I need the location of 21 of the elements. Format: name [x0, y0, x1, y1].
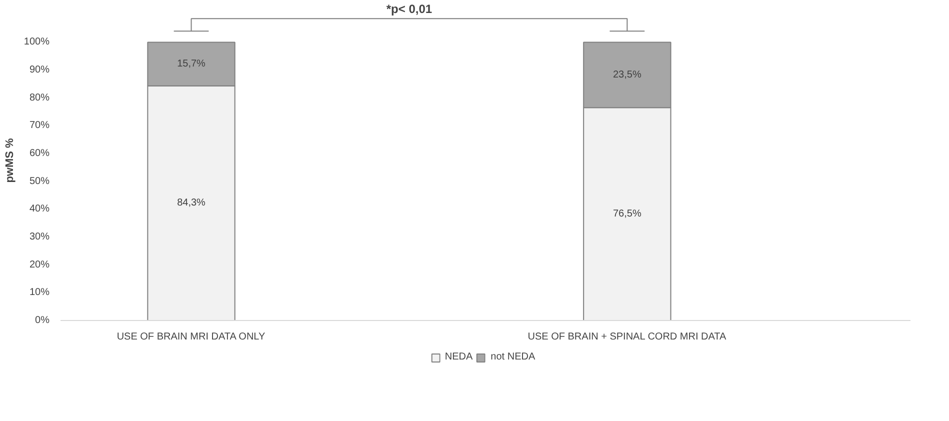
legend-label: NEDA — [444, 352, 473, 362]
data-label: 84,3% — [177, 198, 206, 209]
x-tick-label: USE OF BRAIN + SPINAL CORD MRI DATA — [528, 332, 727, 342]
legend-label: not NEDA — [490, 352, 536, 362]
y-tick-label: 20% — [29, 259, 50, 270]
y-tick-label: 100% — [24, 36, 50, 48]
y-tick-label: 0% — [35, 315, 50, 326]
y-tick-label: 10% — [29, 287, 50, 298]
data-label: 76,5% — [612, 208, 642, 220]
y-tick-label: 80% — [29, 92, 50, 104]
y-tick-label: 40% — [29, 204, 50, 215]
y-tick-label: 50% — [29, 176, 50, 187]
data-label: 23,5% — [612, 69, 642, 80]
y-tick-label: 70% — [29, 120, 50, 132]
y-tick-label: 90% — [29, 64, 50, 76]
y-tick-label: 30% — [29, 232, 50, 243]
y-tick-label: 60% — [29, 148, 50, 160]
y-axis-title: pwMS % — [4, 138, 16, 183]
x-tick-label: USE OF BRAIN MRI DATA ONLY — [116, 332, 266, 342]
data-label: 15,7% — [177, 58, 206, 70]
text: *p< 0,01 — [386, 2, 432, 16]
